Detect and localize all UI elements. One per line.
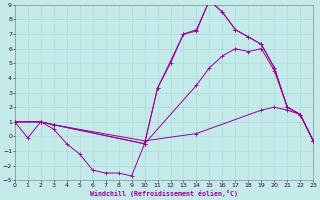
X-axis label: Windchill (Refroidissement éolien,°C): Windchill (Refroidissement éolien,°C) — [90, 190, 238, 197]
